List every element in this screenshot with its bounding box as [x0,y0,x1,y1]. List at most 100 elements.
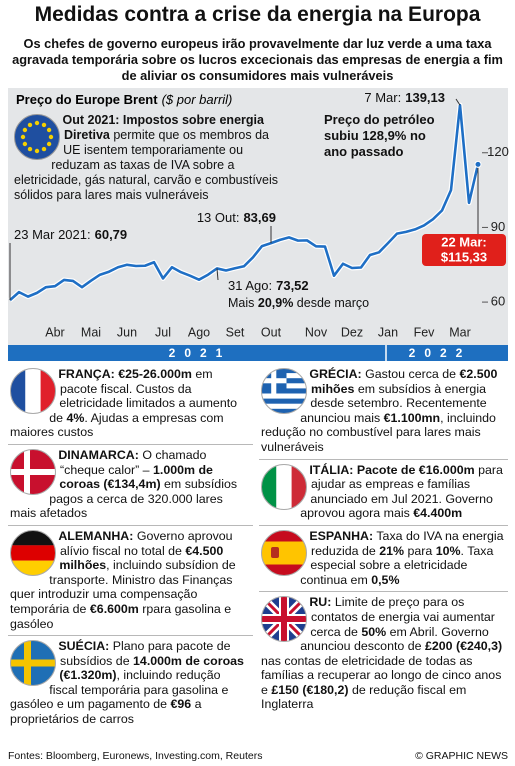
text-segment: em subsídios à energia desde setembro. R… [300,381,487,425]
year-label: 2021 [169,346,232,360]
point-annotation: 13 Out: 83,69 [197,210,276,225]
text-segment: 20,9% [257,296,294,310]
eu-note: Out 2021: Impostos sobre energia Diretiv… [14,113,279,203]
highlight-box [422,234,506,266]
title: Medidas contra a crise da energia na Eur… [34,3,481,26]
text-segment: €96 [170,697,192,712]
panel-greece: GRÉCIA: Gastou cerca de €2.500 mihões em… [259,364,508,460]
x-tick-label: Out [261,325,282,339]
point-label: 23 Mar 2021: [14,227,91,242]
text-segment: Taxa do IVA na energia reduzida de [311,528,504,558]
text-segment: , incluindo redução fiscal temporária pa… [10,668,229,712]
point-annotation: 31 Ago: 73,52 [228,278,309,293]
text-segment: a proprietários de carros [10,697,202,727]
text-segment: Governo aprovou alívio fiscal no total d… [60,528,233,558]
chart: Preço do Europe Brent ($ por barril) 60 90… [8,88,509,361]
x-tick-label: Fev [414,325,436,339]
y-tick-label: 120 [487,144,509,159]
chart-heading: Preço do Europe Brent ($ por barril) [16,92,232,107]
value-label: 83,69 [243,210,276,225]
text-segment: €4.400m [413,506,463,521]
y-tick-label: 90 [491,219,505,234]
panel-germany: ALEMANHA: Governo aprovou alívio fiscal … [8,526,253,637]
note-text: Out 2021: Impostos sobre energia Diretiv… [14,113,278,202]
panel-denmark: DINAMARCA: O chamado “cheque calor” – 1.… [8,445,253,526]
value-label: 60,79 [95,227,128,242]
point-label: 22 Mar: [441,234,487,249]
flag-spain [261,529,307,576]
value-label: 139,13 [405,90,445,105]
oil-note: Preço do petróleo subiu 128,9% no ano pa… [324,112,448,160]
panel-sweden: SUÉCIA: Plano para pacote de subsídios d… [8,636,253,731]
text-segment: ALEMANHA: [58,528,134,543]
flag-shape [14,114,60,160]
text-segment: ITÁLIA: Pacote de €16.000m [309,462,475,477]
note-text: Mais 20,9% desde março [228,296,369,310]
text-segment: nas contas de eletricidade de todas as f… [261,653,502,697]
point-label: 31 Ago: [228,278,272,293]
text-segment: FRANÇA: €25-26.000m [58,367,192,381]
text-segment: para [404,543,436,558]
text-segment: 4% [66,410,85,425]
price-line [9,103,480,302]
panel-uk: RU: Limite de preço para os contatos de … [259,592,508,716]
value-label: $115,33 [441,249,487,264]
chart-title: Preço do Europe Brent [16,92,158,107]
leader [455,98,461,106]
x-tick-label: Nov [305,325,328,339]
x-tick-label: Mai [81,325,101,339]
text-segment: , incluindo redução no combustível para … [261,410,496,454]
x-tick-label: Jul [155,325,171,339]
eu-flag [14,114,60,160]
text-segment: ESPANHA: [309,528,374,543]
flag-uk [261,596,307,643]
flag-denmark [10,448,56,495]
y-tick-label: 60 [491,294,505,309]
year-label: 2022 [409,346,472,360]
subtitle: Os chefes de governo europeus irão prova… [12,36,503,83]
text-segment: Mais [228,296,258,310]
text-segment: em subsídios pagos a cerca de 320.000 la… [10,477,238,521]
text-segment: Preço do petróleo subiu 128,9% no ano pa… [324,112,435,159]
sep-note: Mais 20,9% desde março [228,296,398,311]
text-segment: Plano para pacote de subsídios de [60,639,231,668]
flag-sweden [10,640,56,687]
note-text: Preço do petróleo subiu 128,9% no ano pa… [324,112,435,159]
flag-stars [20,120,54,154]
text-segment: permite que os membros da UE isentem tem… [14,128,279,202]
x-tick-label: Dez [341,325,363,339]
text-segment: desde março [293,296,370,310]
text-segment: €6.600m [89,601,139,616]
text-segment: SUÉCIA: [58,639,110,654]
text-segment: para ajudar as empreas e famílias anunci… [300,462,503,521]
text-segment: DINAMARCA: [58,447,139,462]
panel-italy: ITÁLIA: Pacote de €16.000m para ajudar a… [259,460,508,526]
text-segment: €2.500 mihões [311,367,498,396]
text-segment: £200 (€240,3) [424,639,503,654]
value-label: 73,52 [276,278,309,293]
text-segment: Out 2021: Impostos sobre energia Diretiv… [62,113,264,142]
flag-italy [261,463,307,510]
left-column: FRANÇA: €25-26.000m em pacote fiscal. Cu… [8,364,253,731]
text-segment: 0,5% [371,572,400,587]
chart-background [8,88,508,345]
flag-france [10,368,56,414]
text-segment: 1.000m de coroas (€134,4m) [59,462,213,492]
x-tick-label: Jan [378,325,398,339]
y-unit: ($ por barril) [162,92,233,107]
footer: Fontes: Bloomberg, Euronews, Investing.c… [8,750,508,762]
text-segment: , incluindo subsídion de transporte. Min… [10,558,236,616]
point-annotation: 23 Mar 2021: 60,79 [14,227,127,242]
panel-spain: ESPANHA: Taxa do IVA na energia reduzida… [259,526,508,593]
text-segment: 21% [379,543,405,558]
text-segment: RU: [309,595,332,610]
flag-germany [10,529,56,576]
text-segment: Limite de preço para os contatos de ener… [310,595,495,639]
text-segment: . Ajudas a empresas com maiores custos [10,410,224,440]
leader [216,268,219,281]
x-tick-label: Mar [449,325,471,339]
point-label: 13 Out: [197,210,240,225]
credit: © GRAPHIC NEWS [415,750,508,762]
text-segment: €1.100mn [383,410,441,425]
